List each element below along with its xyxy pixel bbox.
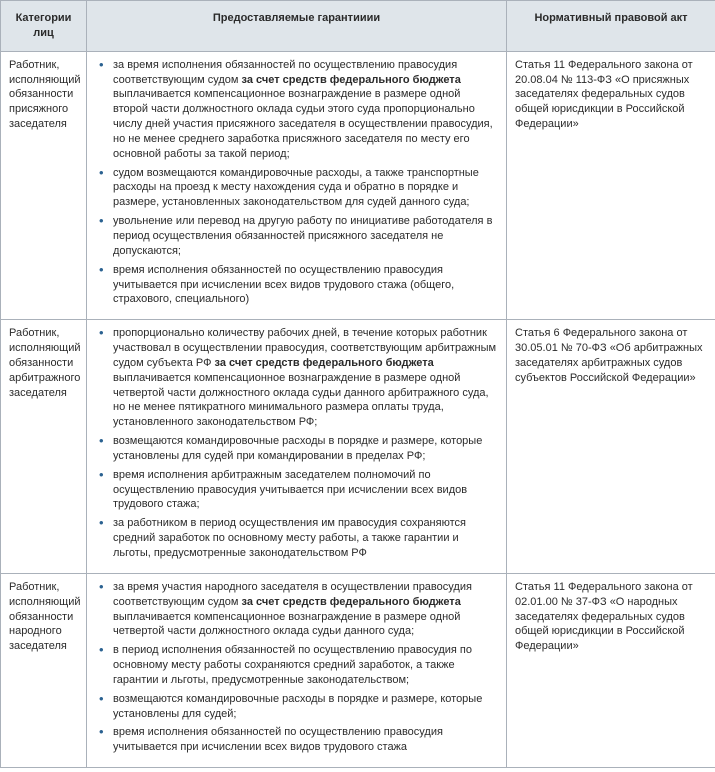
cell-act: Статья 6 Федерального закона от 30.05.01… — [507, 320, 715, 574]
table-header-row: Категории лиц Предоставляемые гарантииии… — [1, 1, 715, 52]
guarantee-item: за работником в период осуществления им … — [111, 516, 498, 561]
cell-act: Статья 11 Федерального закона от 02.01.0… — [507, 573, 715, 767]
guarantee-item: возмещаются командировочные расходы в по… — [111, 692, 498, 722]
table-body: Работник, исполняющий обязанности присяж… — [1, 51, 715, 767]
cell-category: Работник, исполняющий обязанности народн… — [1, 573, 87, 767]
guarantee-item: в период исполнения обязанностей по осущ… — [111, 643, 498, 688]
cell-guarantees: пропорционально количеству рабочих дней,… — [87, 320, 507, 574]
table-row: Работник, исполняющий обязанности арбитр… — [1, 320, 715, 574]
guarantees-table: Категории лиц Предоставляемые гарантииии… — [0, 0, 715, 768]
guarantee-item: судом возмещаются командировочные расход… — [111, 166, 498, 211]
guarantee-item: за время исполнения обязанностей по осущ… — [111, 58, 498, 162]
header-act: Нормативный правовой акт — [507, 1, 715, 52]
header-guarantees: Предоставляемые гарантииии — [87, 1, 507, 52]
guarantee-item: возмещаются командировочные расходы в по… — [111, 434, 498, 464]
header-category: Категории лиц — [1, 1, 87, 52]
guarantee-item: увольнение или перевод на другую работу … — [111, 214, 498, 259]
guarantee-item: время исполнения арбитражным заседателем… — [111, 468, 498, 513]
guarantees-list: за время исполнения обязанностей по осущ… — [95, 58, 498, 308]
guarantees-list: за время участия народного заседателя в … — [95, 580, 498, 755]
guarantee-item: время исполнения обязанностей по осущест… — [111, 725, 498, 755]
guarantee-item: время исполнения обязанностей по осущест… — [111, 263, 498, 308]
table-row: Работник, исполняющий обязанности присяж… — [1, 51, 715, 320]
cell-act: Статья 11 Федерального закона от 20.08.0… — [507, 51, 715, 320]
guarantees-list: пропорционально количеству рабочих дней,… — [95, 326, 498, 561]
guarantee-item: пропорционально количеству рабочих дней,… — [111, 326, 498, 430]
cell-category: Работник, исполняющий обязанности арбитр… — [1, 320, 87, 574]
table-row: Работник, исполняющий обязанности народн… — [1, 573, 715, 767]
cell-category: Работник, исполняющий обязанности присяж… — [1, 51, 87, 320]
cell-guarantees: за время исполнения обязанностей по осущ… — [87, 51, 507, 320]
cell-guarantees: за время участия народного заседателя в … — [87, 573, 507, 767]
guarantee-item: за время участия народного заседателя в … — [111, 580, 498, 639]
